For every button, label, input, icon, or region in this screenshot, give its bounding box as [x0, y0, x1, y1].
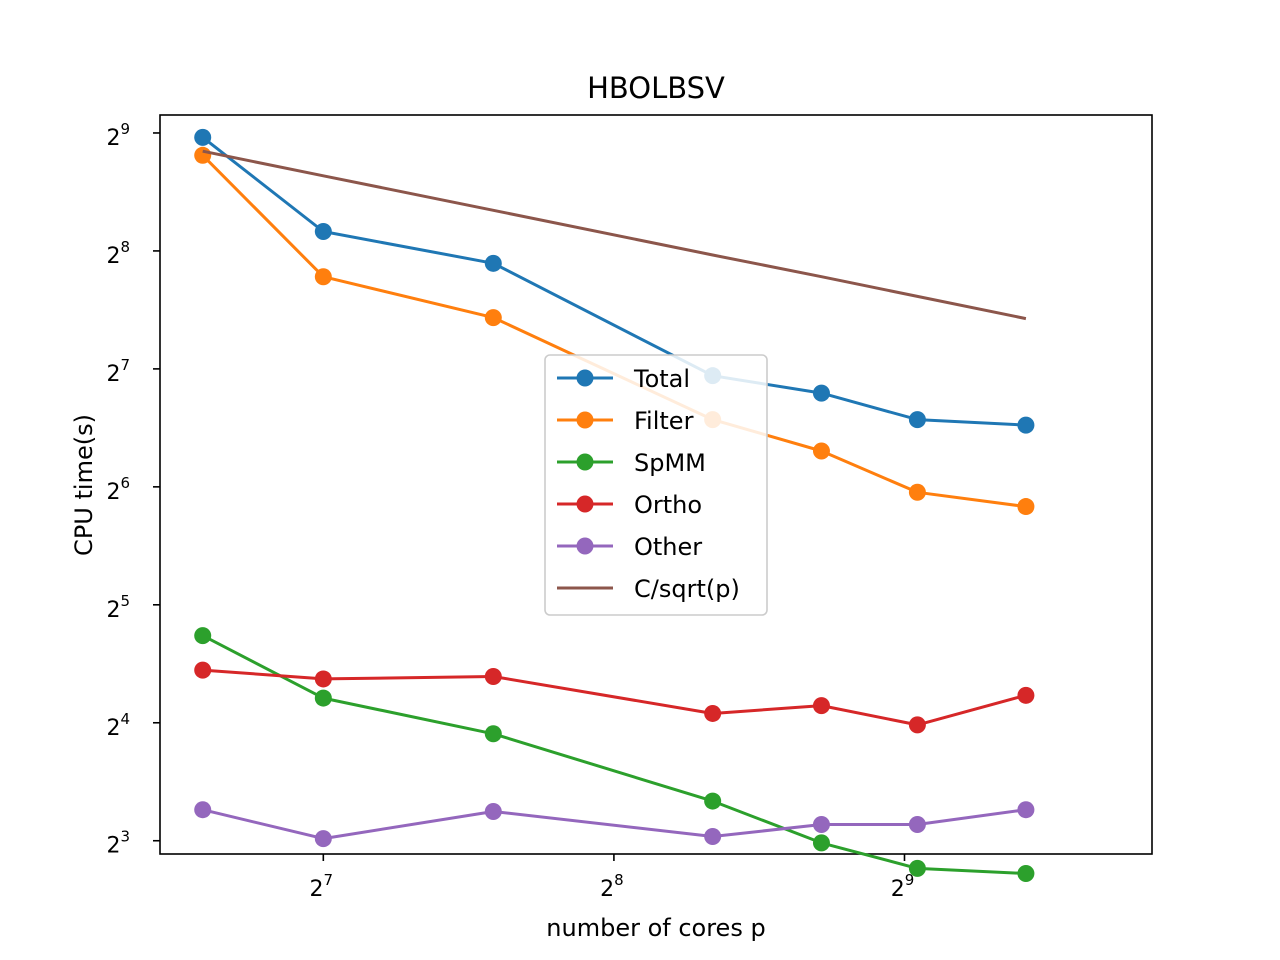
data-point: [908, 716, 926, 734]
y-tick-label: 25: [106, 592, 130, 623]
series-other: [194, 801, 1035, 848]
data-point: [314, 689, 332, 707]
data-point: [1017, 686, 1035, 704]
data-point: [704, 828, 722, 846]
data-point: [704, 704, 722, 722]
y-tick-label: 28: [106, 238, 130, 269]
data-point: [812, 697, 830, 715]
y-axis-label: CPU time(s): [70, 414, 98, 556]
x-tick-label: 27: [310, 871, 334, 902]
legend-label: Filter: [634, 407, 694, 435]
data-point: [1017, 498, 1035, 516]
y-tick-label: 26: [106, 474, 130, 505]
y-tick-label: 29: [106, 120, 130, 151]
data-point: [484, 667, 502, 685]
data-point: [908, 816, 926, 834]
data-point: [314, 222, 332, 240]
data-point: [908, 411, 926, 429]
data-point: [812, 384, 830, 402]
data-point: [194, 146, 212, 164]
series-line: [202, 149, 1027, 321]
data-point: [1017, 864, 1035, 882]
series-spmm: [194, 627, 1035, 882]
legend-entry: Total: [557, 365, 690, 393]
data-point: [314, 268, 332, 286]
data-point: [1017, 416, 1035, 434]
legend-entry: Ortho: [557, 491, 702, 519]
y-tick-label: 24: [106, 710, 130, 741]
legend-marker: [576, 369, 594, 387]
data-point: [908, 483, 926, 501]
y-tick-label: 27: [106, 356, 130, 387]
data-point: [812, 834, 830, 852]
legend-marker: [576, 411, 594, 429]
legend-entry: C/sqrt(p): [557, 575, 740, 603]
data-point: [194, 661, 212, 679]
data-point: [484, 309, 502, 327]
data-point: [812, 442, 830, 460]
plot-frame: [159, 114, 1153, 855]
legend-entry: Filter: [557, 407, 694, 435]
legend-marker: [576, 495, 594, 513]
legend-label: C/sqrt(p): [634, 575, 740, 603]
chart-title: HBOLBSV: [587, 71, 725, 105]
data-point: [194, 801, 212, 819]
legend-label: Other: [634, 533, 702, 561]
x-tick-label: 28: [600, 871, 624, 902]
data-point: [704, 792, 722, 810]
data-point: [1017, 801, 1035, 819]
x-tick-label: 29: [891, 871, 915, 902]
data-point: [484, 725, 502, 743]
data-point: [314, 830, 332, 848]
data-point: [484, 802, 502, 820]
data-point: [194, 128, 212, 146]
legend-label: Ortho: [634, 491, 702, 519]
legend: Total Filter SpMM Ortho Other C/sqrt(p): [544, 354, 768, 616]
legend-entry: SpMM: [557, 449, 706, 477]
data-point: [484, 254, 502, 272]
series-ortho: [194, 661, 1035, 734]
data-point: [908, 859, 926, 877]
legend-marker: [576, 537, 594, 555]
legend-entry: Other: [557, 533, 702, 561]
x-axis: 27 28 29: [310, 854, 915, 902]
legend-label: Total: [633, 365, 690, 393]
data-point: [194, 627, 212, 645]
x-axis-label: number of cores p: [546, 914, 765, 942]
legend-marker: [576, 453, 594, 471]
legend-label: SpMM: [634, 449, 706, 477]
series-c-sqrt-p-: [202, 149, 1027, 321]
plot-area: [159, 114, 1153, 855]
data-point: [314, 670, 332, 688]
data-point: [812, 816, 830, 834]
y-axis: 23 24 25 26 27 28 29: [106, 120, 160, 859]
y-tick-label: 23: [106, 828, 130, 859]
